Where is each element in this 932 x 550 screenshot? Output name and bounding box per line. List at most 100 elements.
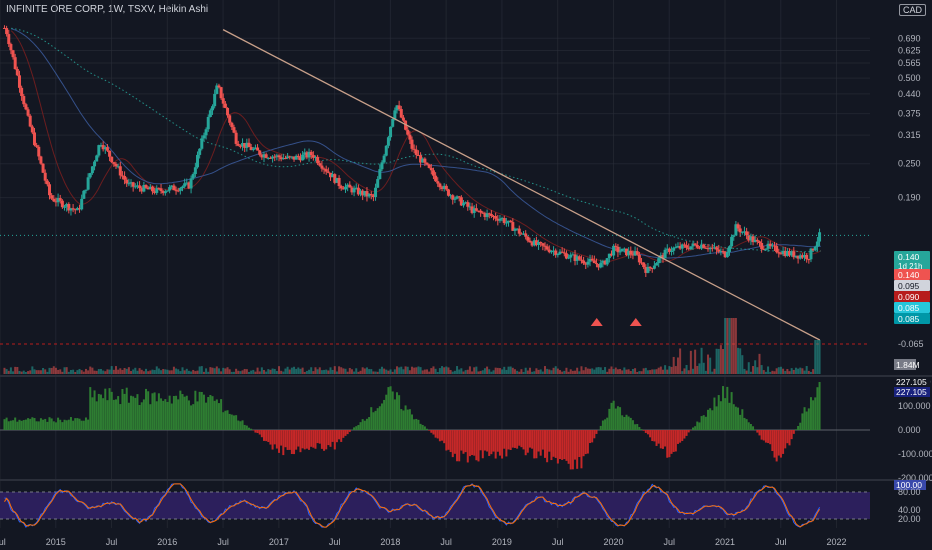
candle-body (582, 260, 586, 264)
volume-bar (749, 371, 752, 374)
volume-bar (14, 366, 17, 374)
volume-bar (694, 349, 697, 374)
candle-body (738, 228, 742, 233)
candle-body (526, 236, 530, 241)
momentum-bar (636, 424, 639, 430)
momentum-bar (415, 418, 418, 430)
momentum-bar (402, 410, 405, 430)
volume-bar (67, 371, 70, 374)
volume-bar (254, 371, 257, 374)
volume-bar (263, 370, 266, 374)
volume-bar (363, 368, 366, 374)
volume-bar (299, 368, 302, 374)
x-tick-label: 2015 (46, 537, 66, 547)
candle-body (346, 184, 350, 187)
momentum-bar (235, 415, 238, 430)
momentum-bar (151, 393, 154, 430)
momentum-bar (18, 419, 21, 430)
volume-bar (616, 369, 619, 374)
volume-bar (775, 368, 778, 374)
candle-body (590, 258, 594, 261)
candle-body (56, 198, 60, 203)
volume-bar (464, 370, 467, 374)
candle-body (313, 157, 317, 159)
candle-body (140, 188, 144, 192)
momentum-bar (142, 399, 145, 430)
momentum-bar (516, 430, 519, 449)
momentum-bar (121, 389, 124, 430)
momentum-bar (149, 404, 152, 430)
momentum-bar (80, 420, 83, 430)
candle-body (322, 168, 326, 170)
momentum-bar (380, 403, 383, 430)
momentum-bar (511, 430, 514, 448)
volume-bar (335, 371, 338, 374)
volume-bar (340, 367, 343, 374)
momentum-bar (674, 430, 677, 452)
candle-body (818, 232, 822, 242)
volume-bar (586, 368, 589, 374)
volume-bar (29, 370, 32, 374)
momentum-bar (629, 417, 632, 430)
momentum-bar (230, 414, 233, 430)
volume-bar (245, 369, 248, 374)
momentum-bar (471, 430, 474, 456)
volume-bar (676, 357, 679, 374)
candle-body (264, 154, 268, 158)
x-tick-label: Jul (552, 537, 564, 547)
candle-body (367, 194, 371, 197)
candle-body (354, 187, 358, 189)
candle-body (755, 239, 759, 242)
momentum-bar (794, 429, 797, 430)
volume-bar (574, 370, 577, 374)
momentum-bar (496, 430, 499, 452)
momentum-bar (438, 430, 441, 442)
candle-body (193, 167, 197, 175)
volume-bar (320, 370, 323, 374)
candle-body (204, 129, 208, 136)
candle-body (532, 240, 536, 246)
volume-bar (232, 371, 235, 374)
candle-body (453, 198, 457, 200)
momentum-bar (134, 397, 137, 430)
candle-body (393, 110, 397, 119)
candle-body (455, 196, 459, 199)
volume-bar (546, 368, 549, 374)
volume-bar (153, 370, 156, 374)
volume-bar (700, 347, 703, 374)
candle-body (562, 252, 566, 254)
candle-body (279, 157, 283, 160)
price-tick-label: 0.625 (898, 45, 921, 55)
momentum-bar (22, 420, 25, 430)
volume-label: 1.84M (896, 360, 920, 370)
volume-bar (460, 368, 463, 374)
x-tick-label: 2018 (380, 537, 400, 547)
momentum-bar (99, 394, 102, 430)
price-label-badge (894, 251, 930, 271)
volume-bar (764, 371, 767, 374)
candle-body (813, 246, 817, 251)
candle-body (333, 174, 337, 183)
candle-body (577, 256, 581, 260)
candle-body (537, 241, 541, 246)
momentum-bar (365, 418, 368, 430)
momentum-bar (625, 414, 628, 430)
momentum-bar (398, 395, 401, 430)
momentum-bar (24, 419, 27, 430)
currency-selector-button[interactable]: CAD (898, 4, 926, 16)
volume-bar (591, 368, 594, 374)
momentum-bar (784, 430, 787, 449)
candle-body (382, 155, 386, 163)
candle-body (697, 247, 701, 249)
volume-bar (453, 370, 456, 374)
momentum-bar (574, 430, 577, 460)
candle-body (275, 155, 279, 157)
momentum-bar (329, 430, 332, 447)
candle-body (805, 254, 809, 260)
candle-body (9, 44, 13, 51)
candle-body (88, 173, 92, 178)
volume-bar (571, 370, 574, 374)
momentum-bar (130, 395, 133, 430)
